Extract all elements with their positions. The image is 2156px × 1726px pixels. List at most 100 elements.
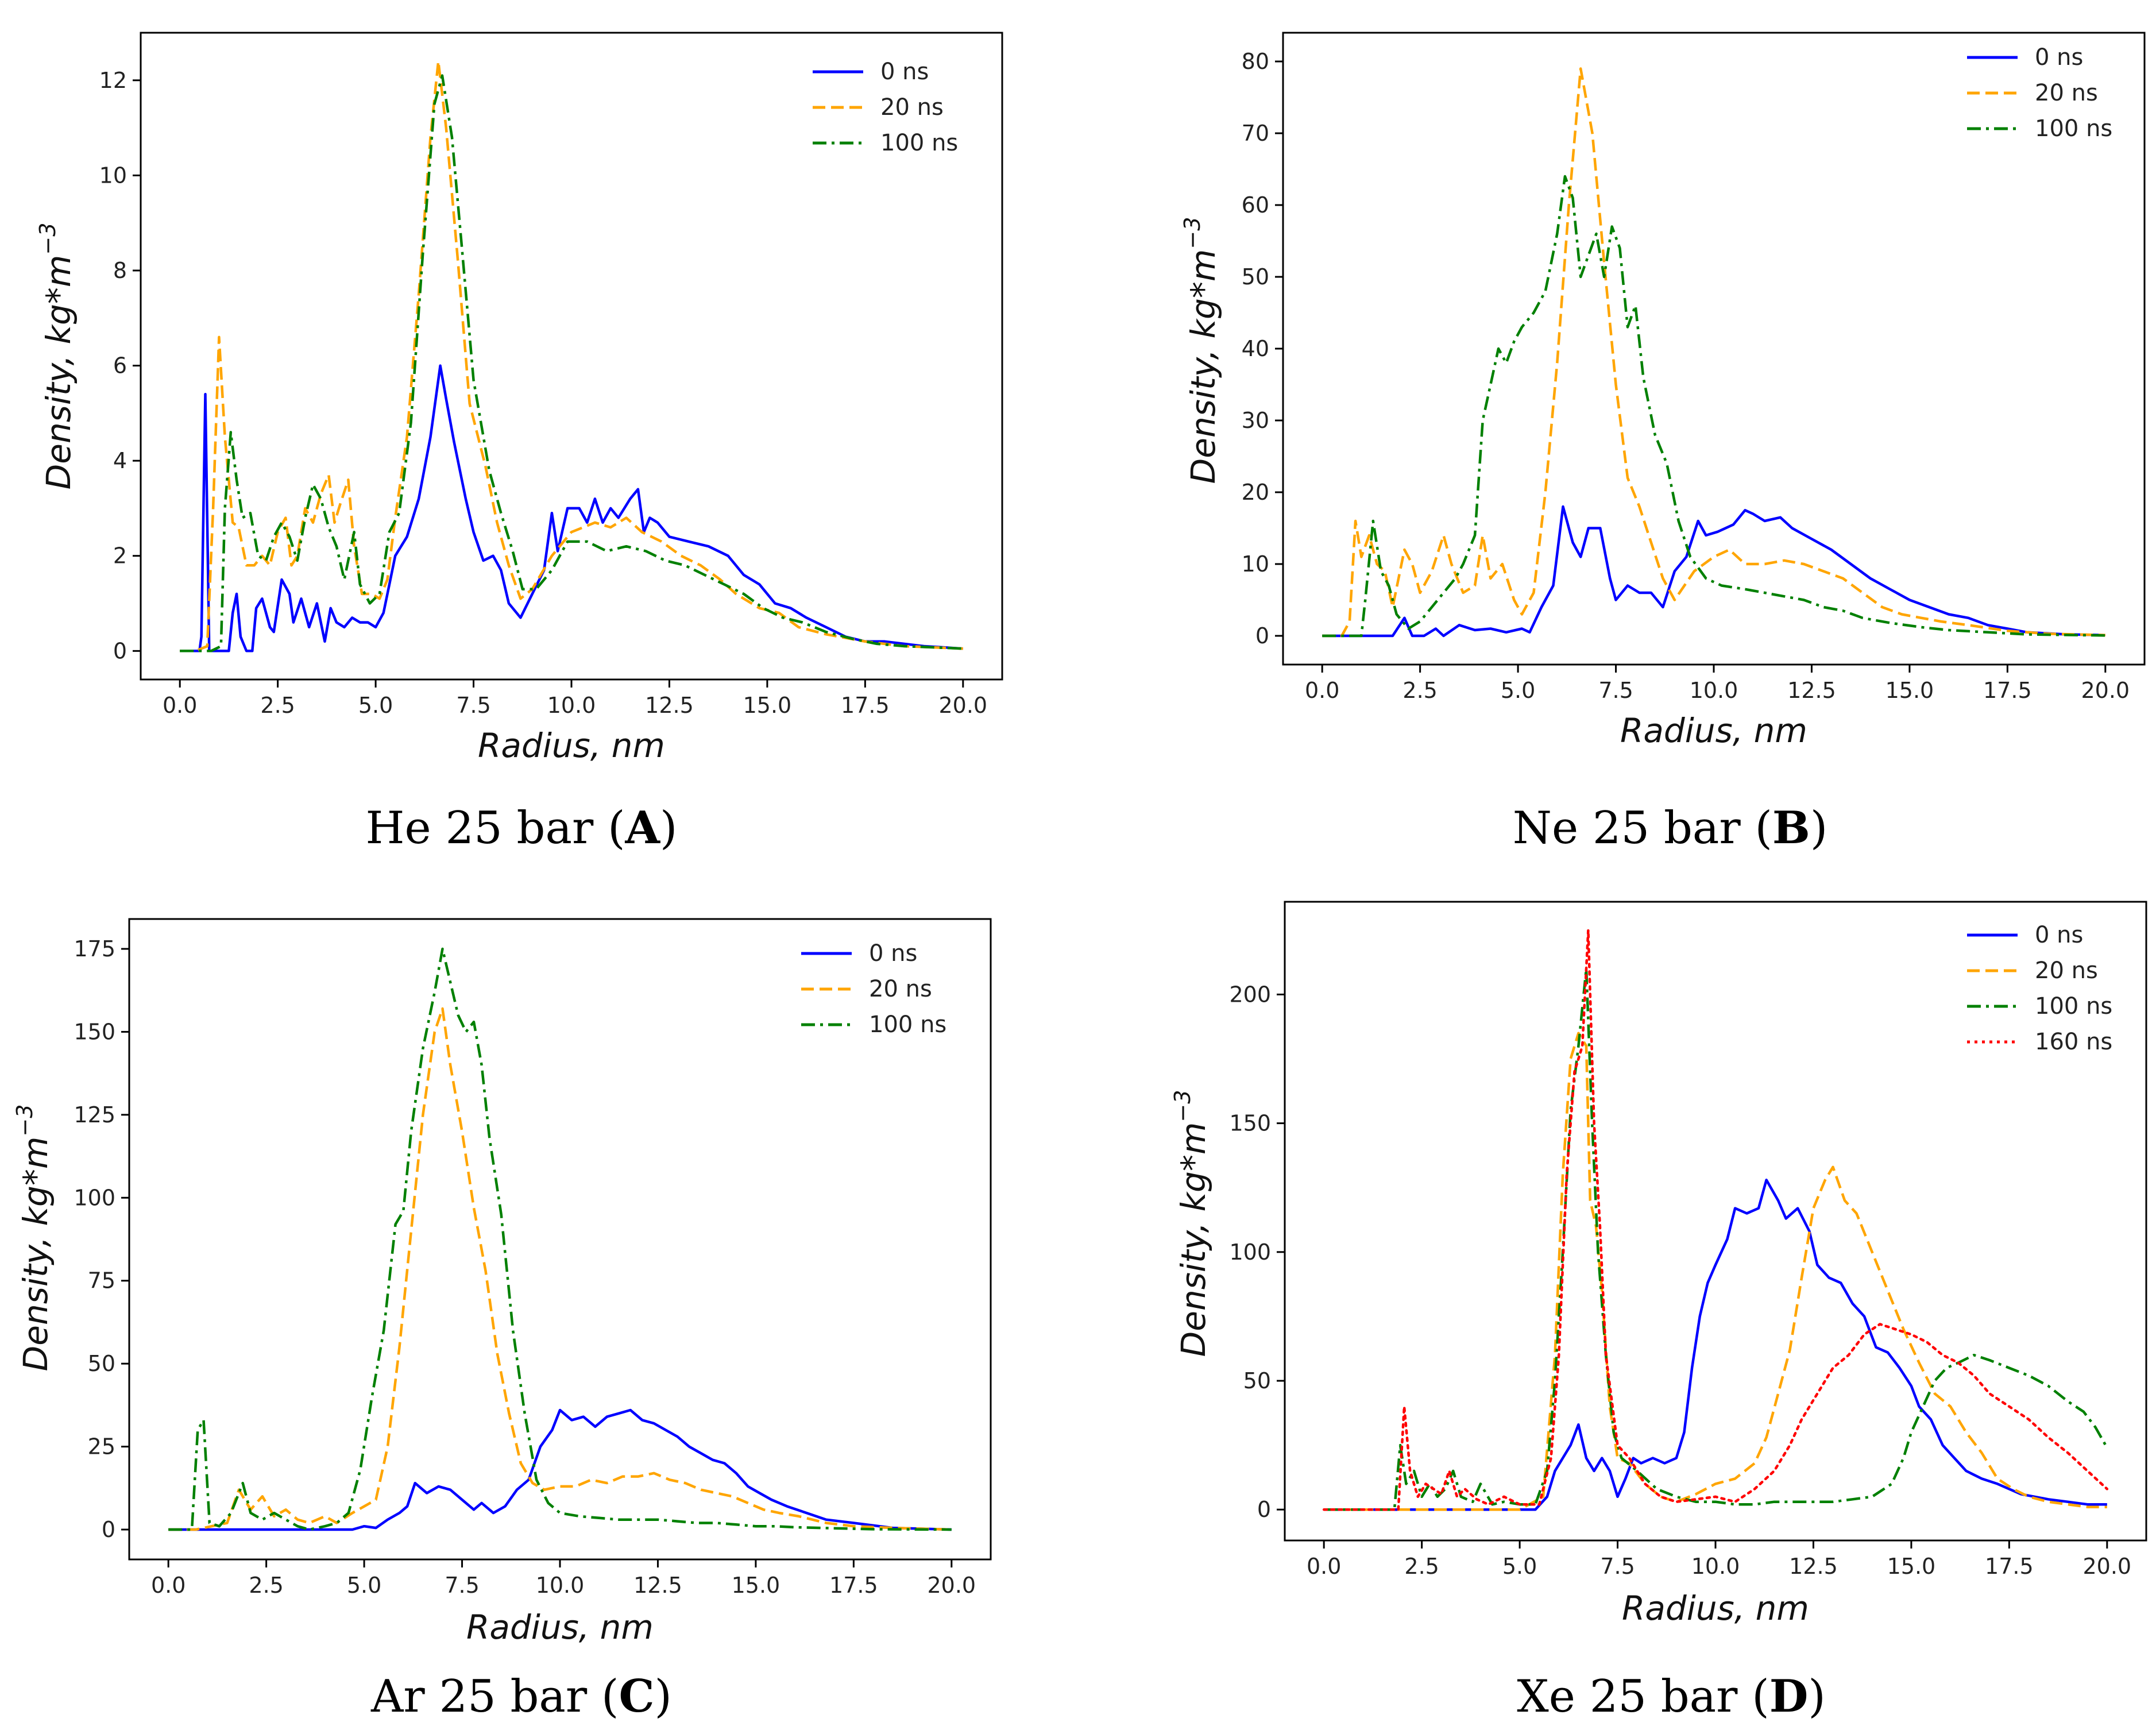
caption-d: Xe 25 bar (D) [1517,1670,1826,1723]
legend-label: 20 ns [2035,957,2098,984]
legend: 0 ns 20 ns 100 ns 160 ns [1967,922,2112,1055]
x-tick-label: 20.0 [2083,1554,2132,1579]
x-tick-label: 5.0 [358,693,393,718]
y-tick-label: 50 [1242,264,1269,289]
y-axis-label: Density, kg*m−3 [35,223,78,490]
x-tick-label: 15.0 [732,1573,781,1598]
series-line-100-ns [180,74,963,652]
y-tick-label: 12 [99,68,127,93]
x-tick-label: 15.0 [1885,678,1934,703]
y-tick-labels: 0 25 50 75 100 125 150 175 [74,936,115,1542]
series-line-20-ns [180,60,963,652]
y-axis-label: Density, kg*m−3 [1170,1090,1213,1357]
x-tick-label: 2.5 [1402,678,1437,703]
y-tick-label: 30 [1242,408,1269,433]
y-tick-label: 10 [1242,551,1269,577]
x-tick-labels: 0.0 2.5 5.0 7.5 10.0 12.5 15.0 17.5 20.0 [1305,678,2130,703]
caption-b: Ne 25 bar (B) [1513,802,1828,854]
series-line-0-ns [1322,505,2105,638]
y-tick-label: 150 [1229,1111,1271,1136]
legend-label: 0 ns [869,940,917,967]
y-tick-label: 60 [1242,192,1269,218]
x-tick-label: 20.0 [928,1573,976,1598]
x-tick-labels: 0.0 2.5 5.0 7.5 10.0 12.5 15.0 17.5 20.0 [1307,1554,2131,1579]
x-tick-label: 0.0 [163,693,197,718]
y-tick-label: 25 [88,1434,115,1459]
y-tick-label: 150 [74,1019,115,1044]
x-tick-label: 10.0 [1690,678,1738,703]
x-tick-labels: 0.0 2.5 5.0 7.5 10.0 12.5 15.0 17.5 20.0 [151,1573,976,1598]
y-tick-label: 2 [113,543,127,569]
tick-marks [121,948,953,1567]
x-tick-label: 5.0 [1501,678,1535,703]
x-tick-label: 17.5 [1983,678,2032,703]
y-tick-labels: 0 2 4 6 8 10 12 [99,68,127,664]
y-tick-label: 4 [113,448,127,473]
x-tick-label: 0.0 [1307,1554,1341,1579]
x-tick-label: 17.5 [841,693,890,718]
legend-label: 100 ns [880,130,958,156]
y-tick-label: 0 [113,638,127,663]
x-tick-label: 0.0 [1305,678,1339,703]
y-tick-label: 50 [88,1351,115,1376]
series-line-100-ns [1322,175,2105,638]
series-line-0-ns [168,1408,952,1531]
y-tick-label: 0 [1255,623,1269,648]
x-tick-label: 12.5 [1789,1554,1838,1579]
series-line-20-ns [1324,1032,2107,1511]
x-tick-label: 17.5 [1985,1554,2034,1579]
legend-label: 0 ns [2035,922,2083,948]
y-tick-label: 200 [1229,982,1271,1007]
series-line-20-ns [1322,67,2105,638]
caption-a: He 25 bar (A) [366,802,678,854]
x-axis-label: Radius, nm [478,726,665,765]
legend-label: 20 ns [2035,80,2098,106]
y-tick-label: 8 [113,258,127,283]
y-axis-label: Density, kg*m−3 [1180,217,1223,484]
y-tick-label: 100 [1229,1240,1271,1265]
x-tick-label: 7.5 [1600,1554,1635,1579]
y-tick-label: 70 [1242,121,1269,146]
series-lines [180,60,963,652]
x-tick-label: 7.5 [445,1573,479,1598]
caption-c: Ar 25 bar (C) [370,1670,672,1723]
x-tick-label: 12.5 [1787,678,1836,703]
tick-marks [1277,993,2108,1549]
y-tick-label: 125 [74,1102,115,1128]
tick-marks [133,79,964,688]
x-tick-label: 15.0 [1887,1554,1936,1579]
y-tick-label: 20 [1242,480,1269,505]
x-tick-labels: 0.0 2.5 5.0 7.5 10.0 12.5 15.0 17.5 20.0 [163,693,987,718]
series-line-0-ns [180,364,963,652]
series-line-0-ns [1324,1179,2107,1511]
legend: 0 ns 20 ns 100 ns [1967,44,2112,142]
x-tick-label: 10.0 [547,693,596,718]
x-tick-label: 12.5 [645,693,694,718]
y-tick-labels: 0 10 20 30 40 50 60 70 80 [1242,49,1269,648]
x-tick-label: 10.0 [1691,1554,1740,1579]
series-lines [168,947,952,1531]
x-tick-label: 0.0 [151,1573,186,1598]
x-tick-label: 10.0 [536,1573,585,1598]
series-line-160-ns [1322,929,2109,1511]
x-tick-label: 2.5 [249,1573,283,1598]
x-tick-label: 7.5 [1598,678,1633,703]
legend-label: 100 ns [2035,993,2112,1020]
y-tick-label: 75 [88,1268,115,1293]
x-axis-label: Radius, nm [1622,1589,1809,1628]
y-tick-label: 0 [102,1517,115,1542]
y-tick-label: 175 [74,936,115,962]
legend-label: 160 ns [2035,1029,2112,1055]
x-tick-label: 5.0 [347,1573,381,1598]
y-tick-labels: 0 50 100 150 200 [1229,982,1271,1522]
y-tick-label: 50 [1243,1368,1271,1393]
legend-label: 100 ns [869,1011,946,1038]
x-tick-label: 20.0 [939,693,988,718]
x-tick-label: 5.0 [1502,1554,1537,1579]
legend-label: 0 ns [2035,44,2083,71]
x-tick-label: 2.5 [1404,1554,1439,1579]
series-line-100-ns [168,947,952,1531]
y-tick-label: 10 [99,163,127,188]
panel-b: 0.0 2.5 5.0 7.5 10.0 12.5 15.0 17.5 20.0 0 10 20 30… [1180,32,2146,854]
